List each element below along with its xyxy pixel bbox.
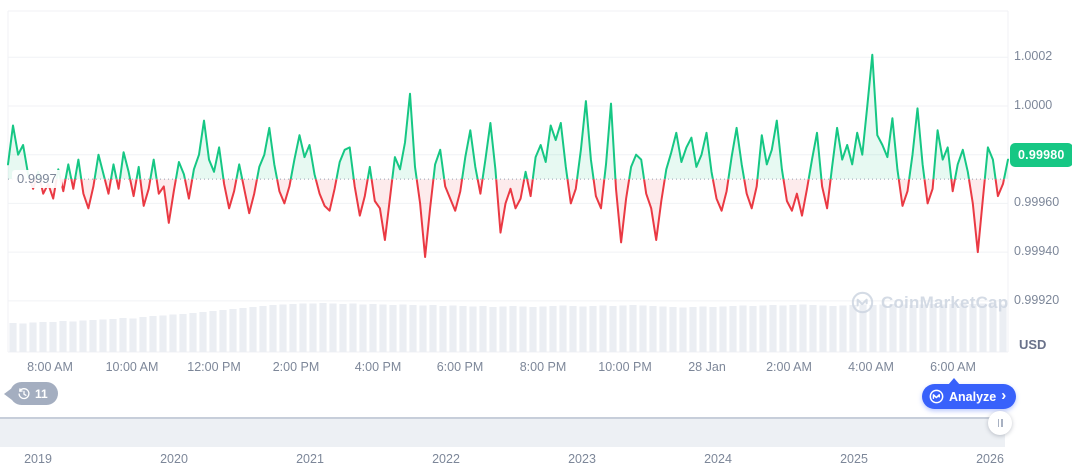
y-axis-label: 1.0000 bbox=[1014, 97, 1053, 112]
chevron-right-icon: › bbox=[1001, 387, 1007, 404]
analyze-cmc-icon bbox=[929, 389, 944, 404]
navigator-year-label: 2022 bbox=[432, 452, 460, 466]
navigator-year-label: 2025 bbox=[840, 452, 868, 466]
navigator-year-label: 2026 bbox=[976, 452, 1004, 466]
coinmarketcap-logo-icon bbox=[851, 291, 874, 314]
x-axis-label: 2:00 PM bbox=[272, 360, 320, 374]
navigator-year-label: 2019 bbox=[24, 452, 52, 466]
y-axis-label: 1.0002 bbox=[1014, 49, 1053, 64]
price-area-up bbox=[8, 54, 1008, 180]
y-axis-label: 0.99920 bbox=[1014, 292, 1060, 307]
history-clock-icon bbox=[17, 387, 31, 401]
price-line-up bbox=[7, 53, 1009, 180]
analyze-button[interactable]: Analyze › bbox=[922, 378, 1017, 409]
watermark-text: CoinMarketCap bbox=[881, 292, 1009, 312]
x-axis-label: 10:00 AM bbox=[105, 360, 159, 374]
navigator-year-axis: 2019 2020 2021 2022 2023 2024 2025 2026 bbox=[0, 452, 1072, 467]
gridlines bbox=[7, 10, 1009, 353]
x-axis-label: 10:00 PM bbox=[598, 360, 652, 374]
x-axis-label: 2:00 AM bbox=[766, 360, 812, 374]
current-price-badge: 0.99980 bbox=[1010, 142, 1072, 167]
volume-series bbox=[9, 303, 1007, 352]
y-axis-label: 0.99960 bbox=[1014, 195, 1060, 210]
y-axis-label: 0.99940 bbox=[1014, 244, 1060, 259]
x-axis-label: 28 Jan bbox=[688, 360, 726, 374]
history-badge[interactable]: 11 bbox=[10, 382, 58, 405]
coinmarketcap-watermark: CoinMarketCap bbox=[851, 291, 1008, 314]
baseline-price-label: 0.9997 bbox=[12, 170, 62, 189]
navigator-year-label: 2021 bbox=[296, 452, 324, 466]
x-axis-label: 6:00 PM bbox=[436, 360, 484, 374]
price-area-down bbox=[29, 179, 1004, 257]
history-count: 11 bbox=[35, 386, 48, 401]
navigator-year-label: 2023 bbox=[568, 452, 596, 466]
price-line-down bbox=[28, 179, 1006, 258]
navigator-year-label: 2024 bbox=[704, 452, 732, 466]
x-axis-label: 4:00 PM bbox=[354, 360, 402, 374]
x-axis-label: 12:00 PM bbox=[187, 360, 241, 374]
x-axis-label: 8:00 PM bbox=[519, 360, 567, 374]
timeline-navigator[interactable] bbox=[0, 417, 1005, 447]
navigator-drag-handle[interactable] bbox=[988, 411, 1012, 435]
time-axis: 8:00 AM 10:00 AM 12:00 PM 2:00 PM 4:00 PM 6:0… bbox=[0, 360, 1072, 376]
analyze-label: Analyze bbox=[949, 389, 997, 404]
x-axis-label: 4:00 AM bbox=[848, 360, 894, 374]
x-axis-label: 6:00 AM bbox=[930, 360, 976, 374]
currency-label: USD bbox=[1019, 337, 1047, 352]
grip-icon bbox=[997, 419, 999, 427]
x-axis-label: 8:00 AM bbox=[27, 360, 73, 374]
navigator-year-label: 2020 bbox=[160, 452, 188, 466]
